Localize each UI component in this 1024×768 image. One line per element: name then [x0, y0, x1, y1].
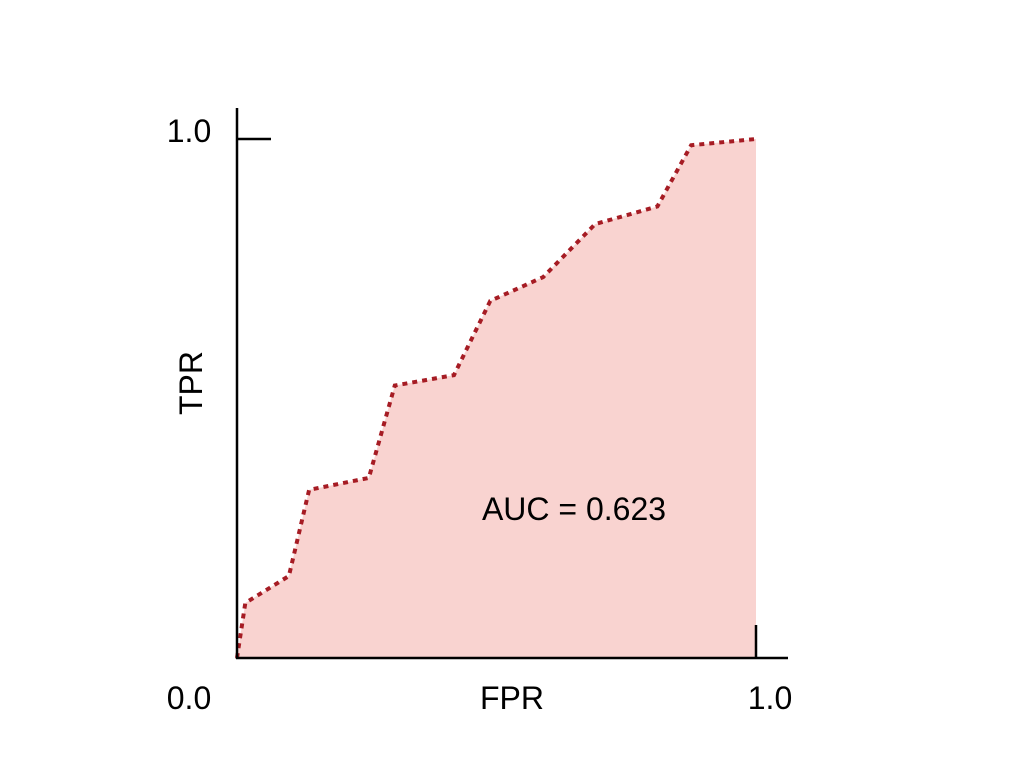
roc-curve-line: [235, 137, 757, 659]
y-tick-label-1: 1.0: [167, 113, 211, 149]
x-tick-label-1: 1.0: [748, 680, 792, 716]
x-axis-label: FPR: [480, 680, 544, 716]
y-axis-label: TPR: [173, 351, 209, 415]
auc-annotation: AUC = 0.623: [482, 491, 666, 527]
auc-area: [237, 139, 756, 658]
x-tick-label-0: 0.0: [167, 680, 211, 716]
